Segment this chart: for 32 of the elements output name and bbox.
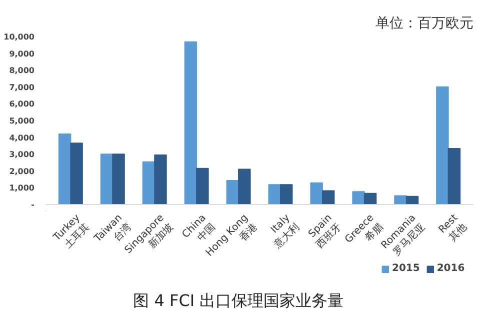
legend-label: 2016 (436, 263, 465, 274)
bar (352, 191, 365, 204)
bar (436, 86, 449, 204)
y-tick-label: 1,000 (9, 184, 35, 193)
bar (238, 168, 251, 204)
y-tick-label: - (31, 200, 35, 210)
bar (196, 168, 209, 204)
y-tick-label: 4,000 (9, 133, 35, 142)
y-tick-label: 3,000 (9, 150, 35, 160)
bar (70, 142, 83, 204)
y-tick-label: 6,000 (9, 100, 35, 109)
bar (268, 184, 281, 204)
y-tick-label: 8,000 (9, 66, 35, 76)
bar (310, 182, 323, 204)
bar (184, 41, 198, 204)
text: 图 4 FCI 出口保理国家业务量 (133, 291, 344, 310)
y-tick-label: 5,000 (9, 116, 35, 126)
legend-label: 2015 (392, 263, 420, 274)
bar (322, 190, 335, 204)
bar (112, 154, 125, 204)
y-tick-label: 2,000 (9, 166, 35, 176)
bar (280, 184, 293, 204)
bar (100, 154, 114, 204)
bar (364, 192, 377, 204)
bar (58, 133, 72, 204)
bar (406, 196, 419, 204)
y-tick-label: 10,000 (4, 32, 35, 42)
bar (448, 148, 461, 204)
bar (154, 154, 167, 204)
y-tick-label: 7,000 (9, 82, 35, 92)
y-tick-label: 9,000 (9, 49, 35, 58)
chart-subtitle: 单位：百万欧元 (376, 16, 474, 32)
